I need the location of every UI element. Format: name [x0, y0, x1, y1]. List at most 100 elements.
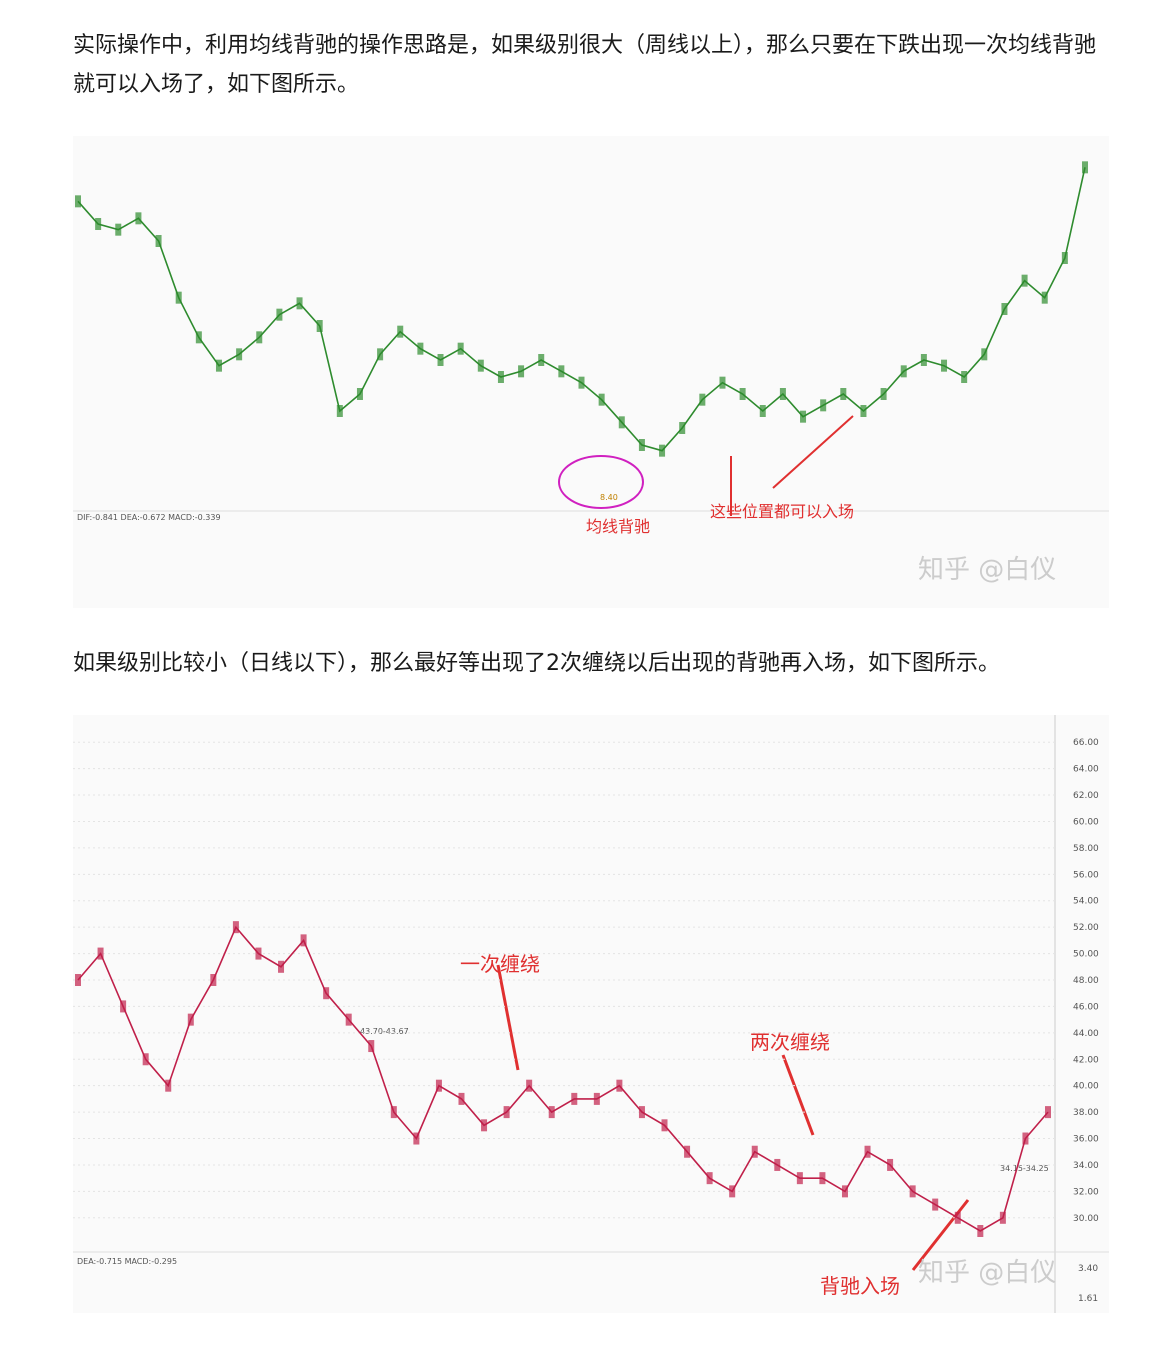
candle	[880, 388, 887, 400]
candle	[538, 354, 545, 366]
candle	[236, 348, 243, 361]
candle	[1082, 161, 1088, 174]
candle	[593, 1092, 600, 1105]
candle	[981, 348, 988, 361]
arrow	[772, 415, 854, 489]
range-label: 34.15-34.25	[1000, 1164, 1049, 1173]
candle	[719, 376, 726, 389]
annotation: 这些位置都可以入场	[710, 502, 854, 521]
highlight	[558, 455, 644, 509]
y-tick-label: 50.00	[1073, 950, 1099, 960]
y-tick-label: 52.00	[1073, 923, 1099, 933]
candle	[679, 422, 686, 434]
candle	[97, 947, 104, 960]
candle	[954, 1211, 961, 1224]
y-tick-label: 46.00	[1073, 1002, 1099, 1012]
paragraph: 如果级别比较小（日线以下），那么最好等出现了2次缠绕以后出现的背驰再入场，如下图…	[73, 651, 1001, 676]
indicator-header: DIF:-0.841 DEA:-0.672 MACD:-0.339	[77, 513, 221, 522]
indicator-header: DEA:-0.715 MACD:-0.295	[77, 1257, 177, 1266]
candle	[864, 1145, 871, 1158]
candle	[558, 365, 565, 378]
candle	[210, 974, 217, 986]
candle	[390, 1106, 397, 1119]
candle	[413, 1132, 420, 1145]
candle	[729, 1185, 736, 1198]
candle	[1022, 1132, 1029, 1145]
candle	[276, 308, 283, 321]
low-label: 8.40	[600, 493, 618, 502]
candle	[165, 1079, 172, 1092]
candle	[316, 320, 323, 332]
y-tick-label: 36.00	[1073, 1135, 1099, 1145]
candle	[661, 1119, 668, 1132]
candle	[377, 348, 384, 361]
candle	[638, 1106, 645, 1119]
paragraph: 实际操作中，利用均线背驰的操作思路是，如果级别很大（周线以上），那么只要在下跌出…	[73, 33, 1097, 97]
candle	[800, 410, 807, 423]
y-tick-label: 56.00	[1073, 870, 1099, 880]
candle	[684, 1145, 691, 1158]
y-tick-label: 32.00	[1073, 1187, 1099, 1197]
candle	[840, 388, 847, 400]
candle	[435, 1079, 442, 1092]
candle	[518, 365, 525, 378]
y-tick-label: 42.00	[1073, 1055, 1099, 1065]
candle	[255, 947, 262, 960]
watermark: 知乎 @白仪	[918, 1258, 1056, 1288]
candle	[706, 1172, 713, 1185]
candle	[417, 342, 424, 355]
annotation: 两次缠绕	[750, 1030, 830, 1054]
candle	[215, 359, 222, 372]
candle	[571, 1092, 578, 1105]
candle	[278, 960, 285, 973]
candle	[796, 1172, 803, 1185]
watermark: 知乎 @白仪	[918, 555, 1056, 585]
candle	[999, 1211, 1006, 1224]
y-tick-label: 66.00	[1073, 738, 1099, 748]
candle	[1021, 274, 1028, 287]
candle	[659, 444, 666, 457]
candle	[497, 371, 504, 383]
y-tick-label: 54.00	[1073, 897, 1099, 907]
candle	[751, 1145, 758, 1158]
y-tick-label: 64.00	[1073, 765, 1099, 775]
candle	[75, 974, 81, 986]
candle	[437, 354, 444, 366]
annotation: 背驰入场	[820, 1274, 900, 1298]
candle	[526, 1079, 533, 1092]
candle	[175, 291, 182, 304]
candle	[1001, 303, 1008, 315]
candle	[860, 405, 867, 417]
candle	[458, 1092, 465, 1105]
range-label: 43.70-43.67	[360, 1027, 409, 1036]
candle	[616, 1079, 623, 1092]
annotation: 均线背驰	[586, 517, 650, 536]
price-line	[77, 167, 1086, 452]
candle	[477, 359, 484, 372]
candle	[779, 388, 786, 400]
candle	[95, 218, 102, 230]
candle	[481, 1119, 488, 1132]
candle	[759, 405, 766, 417]
candle	[155, 235, 162, 247]
candle	[1061, 252, 1068, 264]
candle	[457, 342, 464, 355]
candle	[699, 393, 706, 406]
y-tick-label: 58.00	[1073, 844, 1099, 854]
candle	[920, 354, 927, 366]
annotation: 一次缠绕	[460, 952, 540, 976]
candle	[739, 388, 746, 400]
candle	[819, 1172, 826, 1185]
y-tick-label: 44.00	[1073, 1029, 1099, 1039]
candle	[548, 1106, 555, 1119]
candle	[820, 399, 827, 412]
candle	[618, 416, 625, 429]
candle	[774, 1158, 781, 1171]
figure: 均线背驰 这些位置都可以入场 8.40 DIF:-0.841 DEA:-0.67…	[73, 136, 1109, 608]
candle	[323, 987, 330, 1000]
arrow	[911, 1199, 970, 1271]
candle	[187, 1013, 194, 1026]
candle	[135, 212, 142, 225]
candle	[368, 1040, 375, 1053]
